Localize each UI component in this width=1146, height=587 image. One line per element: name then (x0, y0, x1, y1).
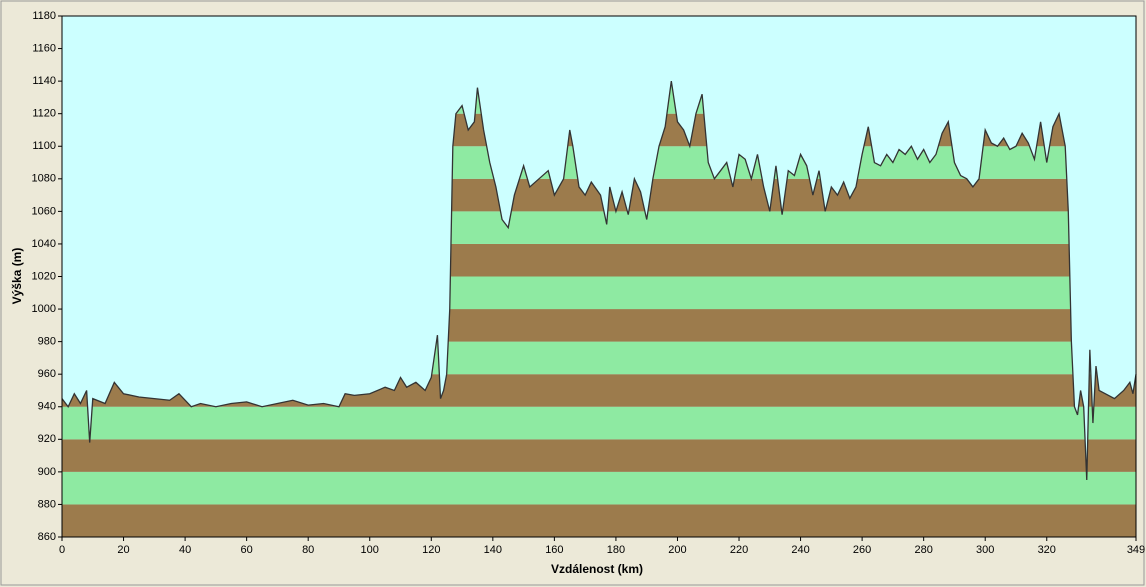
x-tick-label: 80 (302, 544, 314, 556)
y-tick-label: 1040 (32, 238, 56, 250)
elevation-band (62, 504, 1136, 537)
x-tick-label: 100 (361, 544, 379, 556)
x-tick-label: 60 (241, 544, 253, 556)
y-axis-label: Výška (m) (10, 248, 24, 305)
x-tick-label: 160 (545, 544, 563, 556)
y-tick-label: 1140 (32, 75, 56, 87)
y-tick-label: 1100 (32, 140, 56, 152)
y-tick-label: 980 (38, 336, 56, 348)
profile-line (61, 81, 1137, 481)
x-tick-label: 200 (668, 544, 686, 556)
y-tick-label: 900 (38, 466, 56, 478)
x-tick-label: 20 (117, 544, 129, 556)
x-tick-label: 260 (853, 544, 871, 556)
y-tick-label: 1000 (32, 303, 56, 315)
y-tick-label: 1120 (32, 108, 56, 120)
elevation-band (62, 471, 1136, 505)
x-tick-label: 0 (59, 544, 65, 556)
x-tick-label: 349 (1127, 544, 1145, 556)
y-tick-label: 860 (38, 531, 56, 543)
y-tick-label: 1060 (32, 205, 56, 217)
x-axis-label: Vzdálenost (km) (551, 562, 643, 576)
plot-border (61, 15, 1137, 538)
y-tick-label: 1180 (32, 10, 56, 22)
y-tick-label: 940 (38, 401, 56, 413)
y-tick-label: 1020 (32, 270, 56, 282)
x-tick-label: 180 (607, 544, 625, 556)
y-tick-label: 960 (38, 368, 56, 380)
x-tick-label: 40 (179, 544, 191, 556)
y-tick-label: 1080 (32, 173, 56, 185)
x-tick-label: 320 (1038, 544, 1056, 556)
x-tick-label: 220 (730, 544, 748, 556)
elevation-band (62, 439, 1136, 472)
elevation-band (62, 406, 1136, 440)
y-tick-label: 880 (38, 498, 56, 510)
x-tick-label: 140 (484, 544, 502, 556)
x-tick-label: 120 (422, 544, 440, 556)
x-tick-label: 280 (914, 544, 932, 556)
y-tick-label: 1160 (32, 42, 56, 54)
x-tick-label: 240 (791, 544, 809, 556)
y-tick-label: 920 (38, 433, 56, 445)
x-tick-label: 300 (976, 544, 994, 556)
